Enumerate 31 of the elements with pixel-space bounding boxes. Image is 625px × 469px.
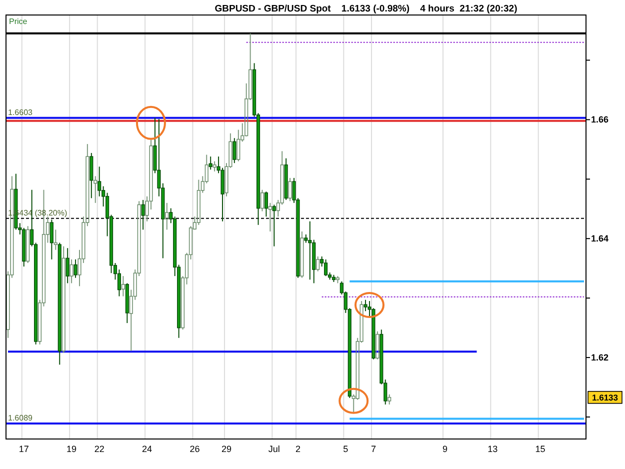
x-tick-label: 15 xyxy=(535,444,546,454)
chart-title: GBPUSD - GBP/USD Spot 1.6133 (-0.98%) 4 hours 21:32 (20:32) xyxy=(214,4,518,14)
y-tick-label: 1.66 xyxy=(591,114,609,125)
annotation: 1.6133 xyxy=(592,392,618,402)
x-tick-label: 5 xyxy=(343,444,348,454)
candlestick xyxy=(66,248,70,284)
x-tick-label: 29 xyxy=(221,444,232,454)
x-tick-label: 22 xyxy=(94,444,104,454)
x-tick-label: 19 xyxy=(66,444,77,454)
candlestick xyxy=(54,229,58,250)
x-tick-label: 17 xyxy=(18,444,29,454)
candlestick xyxy=(70,258,74,284)
candlestick xyxy=(308,220,312,280)
y-tick-label: 1.64 xyxy=(591,234,609,244)
x-tick-label: 24 xyxy=(142,444,152,454)
y-tick-label: 1.62 xyxy=(591,352,609,363)
x-tick-label: 9 xyxy=(442,444,448,454)
candlestick xyxy=(98,166,102,197)
x-tick-label: 13 xyxy=(488,444,498,454)
candlestick xyxy=(141,199,145,230)
candlestick xyxy=(165,202,169,230)
candlestick xyxy=(121,276,125,297)
y-axis-title: Price xyxy=(9,17,28,26)
x-tick-label: 2 xyxy=(295,444,300,454)
candlestick xyxy=(94,176,98,204)
x-tick-label: 26 xyxy=(190,444,200,454)
candlestick xyxy=(117,269,122,297)
x-tick-label: 7 xyxy=(370,444,376,454)
ref-line-label: 1.6089 xyxy=(8,414,34,423)
x-tick-label: Jul xyxy=(268,444,280,454)
ref-line-label: 1.6603 xyxy=(8,108,34,117)
